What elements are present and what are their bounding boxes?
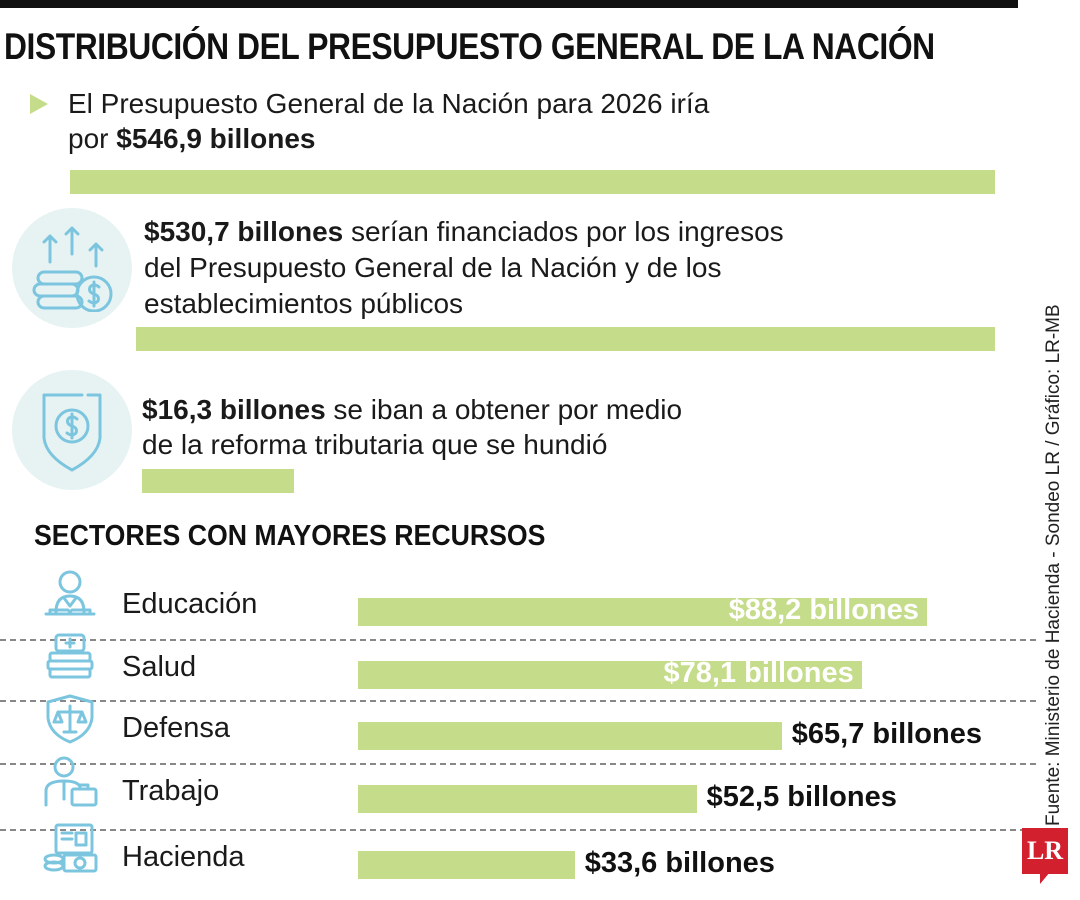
chart-title: SECTORES CON MAYORES RECURSOS xyxy=(34,520,546,552)
bar-trabajo xyxy=(358,785,697,813)
financed-rest: serían financiados por los ingresos xyxy=(343,216,784,247)
bar-defensa xyxy=(358,722,782,750)
category-label: Hacienda xyxy=(122,841,245,873)
reform-bar xyxy=(142,469,294,493)
coins-arrows-up-icon xyxy=(32,226,113,312)
triangle-bullet-icon xyxy=(30,94,48,114)
data-label: $65,7 billones xyxy=(791,718,982,750)
reform-text-line1: $16,3 billones se iban a obtener por med… xyxy=(142,392,682,428)
justice-shield-icon xyxy=(46,694,94,744)
row-divider xyxy=(0,639,1036,641)
row-divider xyxy=(0,700,1036,702)
total-text-line2: por $546,9 billones xyxy=(68,121,315,157)
bar-hacienda xyxy=(358,851,575,879)
bar-salud xyxy=(358,661,862,689)
reform-amount: $16,3 billones xyxy=(142,394,326,425)
page-title: DISTRIBUCIÓN DEL PRESUPUESTO GENERAL DE … xyxy=(4,26,935,67)
category-label: Trabajo xyxy=(122,775,220,807)
category-label: Salud xyxy=(122,651,197,683)
row-divider xyxy=(0,763,1036,765)
shield-dollar-icon xyxy=(42,393,102,472)
total-prefix: por xyxy=(68,123,117,154)
financed-bar xyxy=(136,327,995,351)
data-label: $78,1 billones xyxy=(663,657,854,689)
teacher-icon xyxy=(44,570,96,616)
data-label: $33,6 billones xyxy=(584,847,775,879)
lr-logo-tail xyxy=(1040,872,1050,884)
financed-text-line3: establecimientos públicos xyxy=(144,288,464,319)
data-label: $88,2 billones xyxy=(728,594,919,626)
row-divider xyxy=(0,829,1036,831)
financed-text-line1: $530,7 billones serían financiados por l… xyxy=(144,214,784,250)
total-bar xyxy=(70,170,995,194)
reform-text-line2: de la reforma tributaria que se hundió xyxy=(142,429,608,460)
worker-briefcase-icon xyxy=(44,756,98,807)
data-label: $52,5 billones xyxy=(706,781,897,813)
financed-amount: $530,7 billones xyxy=(144,216,344,247)
source-note: Fuente: Ministerio de Hacienda - Sondeo … xyxy=(1043,304,1064,826)
finance-document-icon xyxy=(43,823,98,873)
total-amount: $546,9 billones xyxy=(116,123,316,154)
lr-logo: LR xyxy=(1022,828,1068,874)
financed-text-line2: del Presupuesto General de la Nación y d… xyxy=(144,252,722,283)
category-label: Defensa xyxy=(122,712,231,744)
top-rule xyxy=(0,0,1018,8)
medical-books-icon xyxy=(46,633,94,679)
category-label: Educación xyxy=(122,588,258,620)
total-text-line1: El Presupuesto General de la Nación para… xyxy=(68,88,710,119)
reform-rest: se iban a obtener por medio xyxy=(325,394,683,425)
bar-educación xyxy=(358,598,927,626)
